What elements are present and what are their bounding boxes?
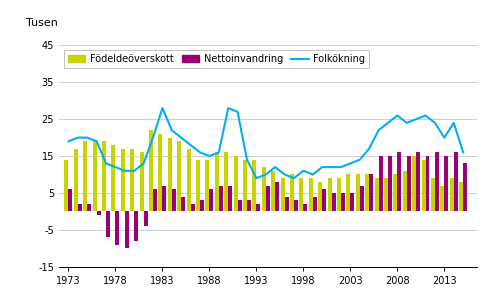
Bar <box>440 185 444 211</box>
Bar <box>422 160 426 211</box>
Bar <box>450 178 454 211</box>
Bar <box>158 134 162 211</box>
Bar <box>346 175 350 211</box>
Bar <box>140 152 144 211</box>
Bar <box>459 182 463 211</box>
Bar <box>350 193 354 211</box>
Bar <box>83 141 87 211</box>
Bar <box>215 152 219 211</box>
Bar <box>337 178 341 211</box>
Bar <box>177 141 181 211</box>
Bar <box>284 197 288 211</box>
Bar <box>356 175 360 211</box>
Bar <box>394 175 398 211</box>
Bar <box>280 178 284 211</box>
Bar <box>125 211 129 248</box>
Bar <box>78 204 82 211</box>
Bar <box>243 160 247 211</box>
Bar <box>168 138 172 211</box>
Bar <box>106 211 110 237</box>
Bar <box>92 141 96 211</box>
Bar <box>68 189 72 211</box>
Bar <box>190 204 194 211</box>
Bar <box>360 185 364 211</box>
Bar <box>304 204 308 211</box>
Bar <box>374 178 378 211</box>
Bar <box>228 185 232 211</box>
Bar <box>313 197 317 211</box>
Bar <box>112 145 116 211</box>
Bar <box>388 156 392 211</box>
Bar <box>369 175 373 211</box>
Bar <box>200 200 204 211</box>
Bar <box>206 160 210 211</box>
Bar <box>454 152 458 211</box>
Bar <box>290 175 294 211</box>
Bar <box>247 200 251 211</box>
Text: Tusen: Tusen <box>26 18 58 28</box>
Bar <box>444 156 448 211</box>
Bar <box>74 149 78 211</box>
Bar <box>407 156 411 211</box>
Bar <box>130 149 134 211</box>
Bar <box>463 163 467 211</box>
Bar <box>318 182 322 211</box>
Bar <box>186 149 190 211</box>
Bar <box>294 200 298 211</box>
Bar <box>378 156 382 211</box>
Bar <box>64 160 68 211</box>
Bar <box>181 197 185 211</box>
Bar <box>87 204 91 211</box>
Bar <box>271 171 275 211</box>
Bar <box>144 211 148 226</box>
Bar <box>332 193 336 211</box>
Bar <box>96 211 100 215</box>
Bar <box>262 167 266 211</box>
Bar <box>116 211 120 245</box>
Bar <box>365 175 369 211</box>
Bar <box>149 130 153 211</box>
Bar <box>309 178 313 211</box>
Bar <box>328 178 332 211</box>
Legend: Födeldeöverskott, Nettoinvandring, Folkökning: Födeldeöverskott, Nettoinvandring, Folkö… <box>64 50 369 68</box>
Bar <box>398 152 401 211</box>
Bar <box>234 156 238 211</box>
Bar <box>134 211 138 241</box>
Bar <box>153 189 157 211</box>
Bar <box>266 185 270 211</box>
Bar <box>252 160 256 211</box>
Bar <box>224 152 228 211</box>
Bar <box>426 156 430 211</box>
Bar <box>431 178 435 211</box>
Bar <box>275 182 279 211</box>
Bar <box>256 204 260 211</box>
Bar <box>196 160 200 211</box>
Bar <box>435 152 439 211</box>
Bar <box>412 156 416 211</box>
Bar <box>121 149 125 211</box>
Bar <box>403 171 407 211</box>
Bar <box>210 189 214 211</box>
Bar <box>162 185 166 211</box>
Bar <box>219 185 223 211</box>
Bar <box>238 200 242 211</box>
Bar <box>172 189 176 211</box>
Bar <box>322 189 326 211</box>
Bar <box>416 152 420 211</box>
Bar <box>341 193 345 211</box>
Bar <box>102 141 106 211</box>
Bar <box>384 178 388 211</box>
Bar <box>300 178 304 211</box>
